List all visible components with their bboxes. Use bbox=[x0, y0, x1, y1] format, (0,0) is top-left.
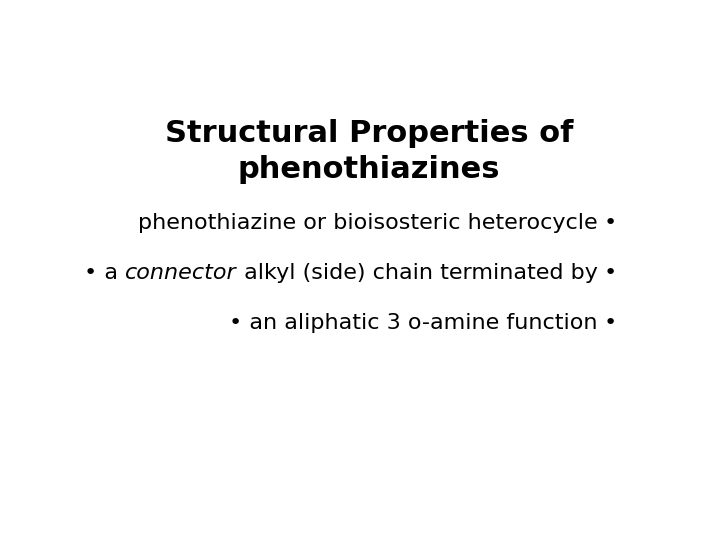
Text: Structural Properties of
phenothiazines: Structural Properties of phenothiazines bbox=[165, 119, 573, 184]
Text: •: • bbox=[603, 313, 616, 333]
Text: •: • bbox=[603, 262, 616, 283]
Text: alkyl (side) chain terminated by: alkyl (side) chain terminated by bbox=[237, 262, 598, 283]
Text: phenothiazine or bioisosteric heterocycle: phenothiazine or bioisosteric heterocycl… bbox=[138, 213, 598, 233]
Text: •: • bbox=[603, 213, 616, 233]
Text: • an aliphatic 3 o-amine function: • an aliphatic 3 o-amine function bbox=[229, 313, 598, 333]
Text: connector: connector bbox=[125, 262, 237, 283]
Text: • a: • a bbox=[84, 262, 125, 283]
